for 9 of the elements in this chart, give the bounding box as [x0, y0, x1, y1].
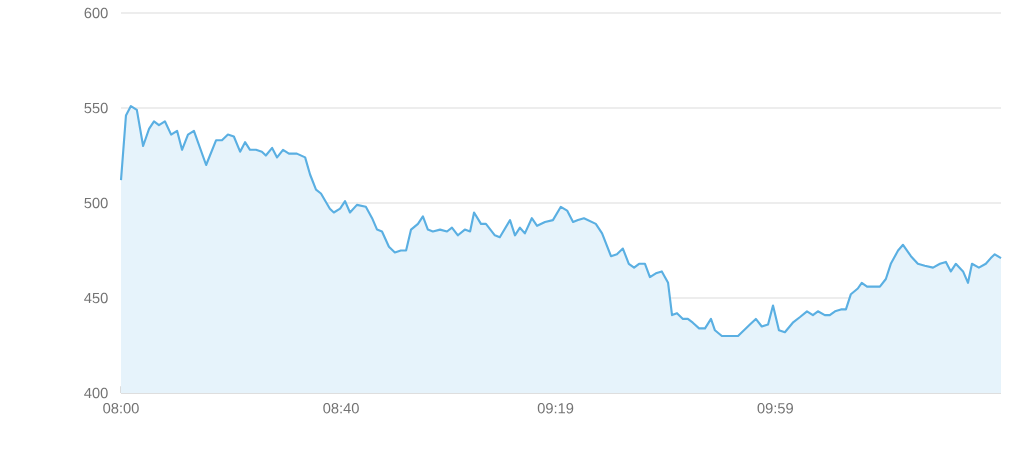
x-tick-label: 09:19: [537, 403, 574, 414]
x-tick-label: 09:59: [757, 403, 793, 414]
y-tick-label: 400: [84, 387, 108, 399]
y-tick-label: 550: [84, 102, 108, 114]
y-tick-label: 450: [84, 292, 108, 304]
x-tick-label: 08:00: [103, 403, 139, 414]
y-tick-label: 600: [84, 7, 108, 19]
y-tick-label: 500: [84, 197, 108, 209]
x-tick-label: 08:40: [323, 403, 359, 414]
